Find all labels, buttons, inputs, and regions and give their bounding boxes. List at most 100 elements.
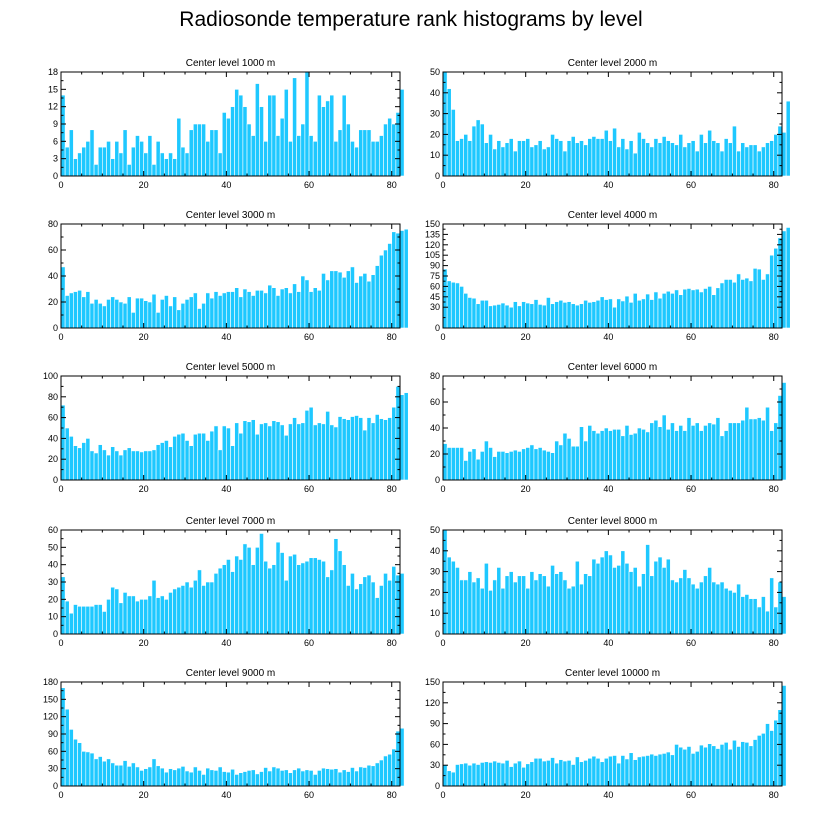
histogram-bar — [521, 448, 526, 481]
histogram-bar — [537, 573, 543, 635]
y-tick-label: 40 — [430, 88, 440, 98]
histogram-bar — [599, 556, 605, 635]
figure-title: Radiosonde temperature rank histograms b… — [179, 8, 643, 31]
histogram-bar — [632, 293, 638, 329]
histogram-bar — [641, 138, 646, 177]
histogram-bar — [217, 152, 223, 177]
y-tick-label: 0 — [435, 781, 440, 791]
histogram-bar — [500, 451, 506, 481]
histogram-bar — [337, 129, 343, 177]
histogram-bar — [64, 708, 70, 787]
histogram-bar — [508, 306, 514, 329]
y-tick-label: 0 — [53, 781, 58, 791]
histogram-bar — [752, 418, 758, 481]
histogram-bar — [665, 558, 671, 635]
histogram-bar — [781, 596, 787, 635]
histogram-bar — [221, 425, 227, 481]
y-tick-label: 18 — [48, 67, 58, 77]
histogram-bar — [172, 769, 178, 787]
histogram-bar — [213, 770, 219, 787]
histogram-bar — [752, 598, 758, 635]
histogram-bar — [333, 141, 339, 177]
histogram-bar — [77, 447, 82, 481]
y-tick-label: 90 — [430, 719, 440, 729]
histogram-bar — [176, 586, 182, 635]
histogram-bar — [267, 94, 273, 177]
histogram-bar — [230, 291, 235, 329]
histogram-bar — [479, 123, 485, 177]
histogram-bar — [694, 150, 700, 177]
histogram-bar — [496, 451, 502, 481]
histogram-bar — [459, 763, 464, 787]
y-tick-label: 30 — [430, 567, 440, 577]
histogram-bar — [587, 138, 593, 177]
histogram-bar — [690, 425, 696, 481]
histogram-bar — [781, 685, 787, 787]
histogram-bar — [740, 279, 746, 329]
histogram-bar — [188, 771, 194, 787]
histogram-bar — [135, 135, 140, 177]
histogram-bar — [488, 590, 493, 635]
histogram-bar — [450, 771, 456, 787]
histogram-bar — [570, 764, 576, 787]
histogram-bar — [732, 739, 737, 787]
y-tick-label: 0 — [435, 171, 440, 181]
x-tick-label: 20 — [139, 484, 149, 494]
histogram-bar — [599, 138, 605, 177]
histogram-bar — [620, 550, 626, 635]
histogram-bar — [574, 560, 580, 635]
histogram-bar — [769, 730, 775, 787]
histogram-bar — [455, 140, 460, 177]
panel-title: Center level 8000 m — [568, 516, 658, 527]
histogram-bar — [587, 757, 593, 787]
histogram-bar — [205, 292, 211, 329]
histogram-bar — [566, 301, 572, 329]
histogram-bar — [694, 587, 700, 635]
histogram-bar — [130, 595, 136, 635]
histogram-bar — [255, 289, 260, 329]
histogram-bar — [459, 447, 464, 481]
histogram-bar — [180, 432, 186, 481]
histogram-bar — [707, 567, 713, 635]
histogram-bar — [475, 458, 481, 481]
histogram-bar — [283, 434, 289, 481]
histogram-bar — [529, 146, 535, 177]
x-tick-label: 20 — [521, 638, 531, 648]
histogram-bar — [674, 744, 679, 787]
histogram-bar — [250, 135, 256, 177]
histogram-bar — [554, 762, 560, 787]
histogram-bar — [234, 774, 240, 787]
histogram-bar — [126, 296, 132, 329]
histogram-bar — [748, 144, 754, 177]
histogram-bar — [566, 587, 572, 635]
histogram-bar — [130, 762, 136, 787]
histogram-bar — [612, 567, 617, 635]
histogram-bar — [176, 309, 182, 329]
histogram-bar — [93, 164, 99, 177]
histogram-bar — [694, 422, 700, 481]
histogram-bar — [471, 581, 477, 635]
histogram-bar — [504, 142, 510, 177]
y-tick-label: 40 — [430, 423, 440, 433]
y-tick-label: 15 — [48, 84, 58, 94]
histogram-bar — [122, 449, 128, 481]
histogram-bar — [370, 141, 376, 177]
histogram-bar — [354, 282, 359, 329]
y-tick-label: 12 — [48, 102, 58, 112]
histogram-bar — [459, 579, 464, 635]
histogram-bar — [550, 134, 555, 177]
histogram-bar — [736, 422, 741, 481]
histogram-bar — [479, 451, 485, 481]
histogram-bar — [184, 770, 190, 787]
histogram-bar — [242, 420, 248, 481]
histogram-bar — [192, 123, 198, 177]
histogram-bar — [139, 770, 144, 787]
histogram-bar — [645, 142, 651, 177]
histogram-bar — [546, 585, 551, 635]
histogram-bar — [471, 297, 477, 329]
histogram-bar — [271, 94, 277, 177]
histogram-bar — [504, 760, 510, 787]
y-tick-label: 120 — [43, 712, 58, 722]
histogram-bar — [242, 106, 248, 177]
histogram-bar — [126, 766, 132, 787]
